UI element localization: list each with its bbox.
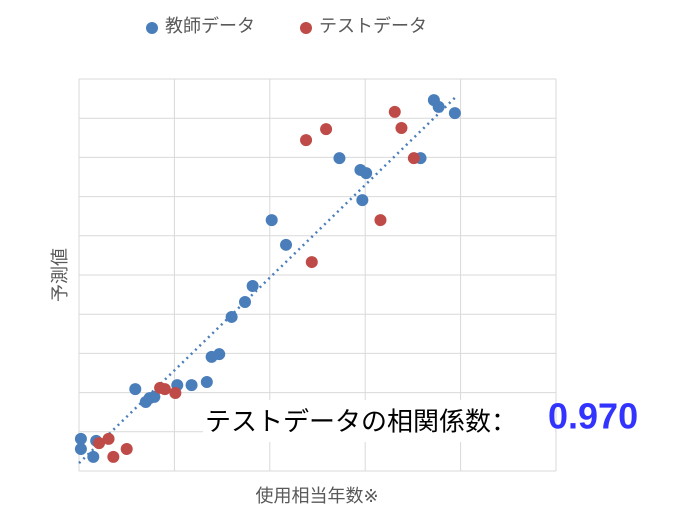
legend-marker — [300, 22, 312, 34]
point — [432, 100, 445, 113]
point — [360, 167, 373, 180]
point — [407, 152, 420, 165]
point — [246, 279, 259, 292]
point — [238, 296, 251, 309]
point — [280, 238, 293, 251]
point — [305, 256, 318, 269]
point — [200, 376, 213, 389]
point — [148, 390, 161, 403]
point — [93, 437, 106, 450]
point — [185, 379, 198, 392]
legend-label: テストデータ — [319, 16, 427, 37]
legend-label: 教師データ — [165, 16, 255, 37]
annotation-value: 0.970 — [548, 396, 638, 437]
point — [225, 310, 238, 323]
point — [169, 386, 182, 399]
legend-marker — [146, 22, 158, 34]
point — [74, 432, 87, 445]
point — [356, 194, 369, 207]
point — [74, 443, 87, 456]
point — [158, 383, 171, 396]
point — [102, 432, 115, 445]
point — [129, 383, 142, 396]
point — [320, 123, 333, 136]
point — [333, 152, 346, 165]
x-axis-title: 使用相当年数※ — [255, 486, 378, 507]
annotation-label: テストデータの相関係数： — [205, 408, 517, 438]
point — [300, 134, 313, 147]
point — [395, 122, 408, 134]
y-axis-title: 予測値 — [50, 248, 71, 302]
point — [265, 214, 278, 227]
point — [107, 450, 120, 463]
point — [87, 450, 100, 463]
point — [213, 348, 226, 361]
point — [388, 105, 401, 118]
point — [120, 443, 133, 456]
annotation-background — [203, 400, 555, 442]
point — [448, 107, 461, 120]
point — [374, 214, 387, 227]
